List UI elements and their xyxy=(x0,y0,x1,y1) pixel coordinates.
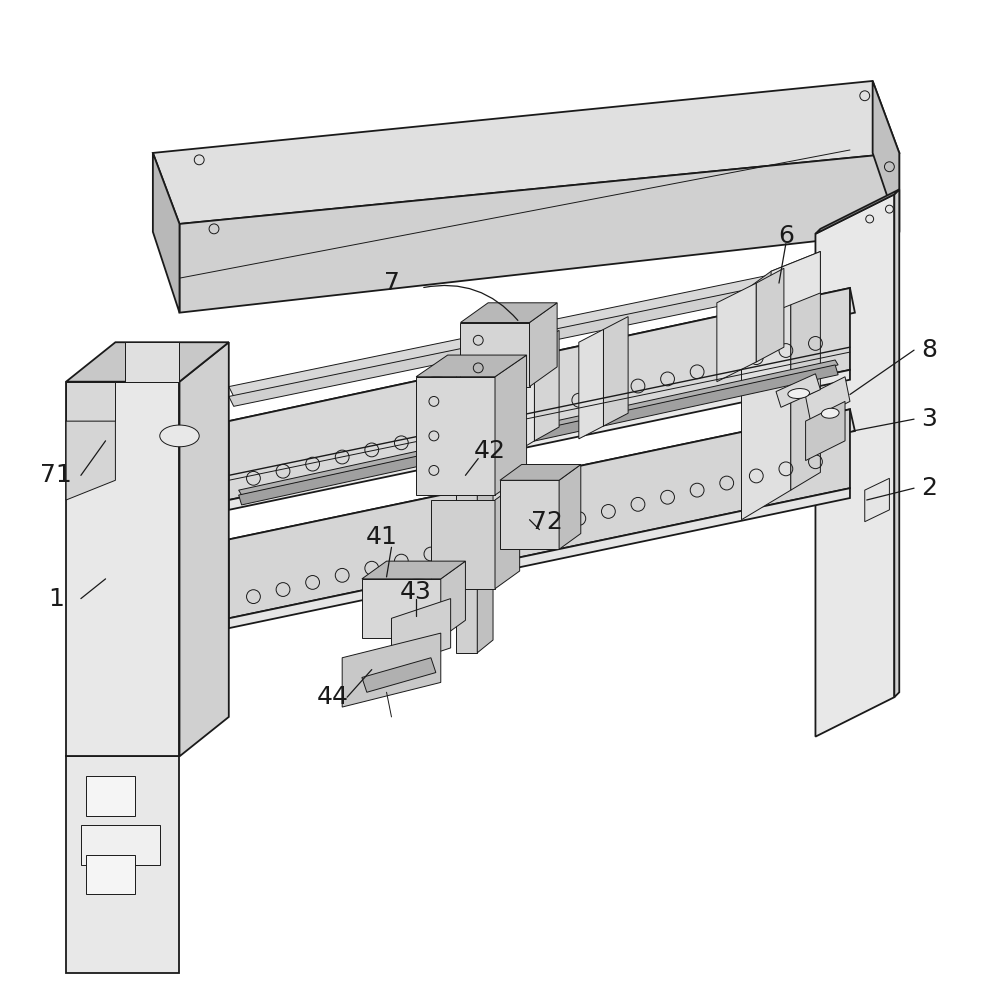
Polygon shape xyxy=(478,354,494,653)
Polygon shape xyxy=(456,367,478,653)
Polygon shape xyxy=(416,355,526,377)
Polygon shape xyxy=(239,360,838,495)
Polygon shape xyxy=(559,465,581,549)
FancyArrowPatch shape xyxy=(424,285,518,320)
Polygon shape xyxy=(342,633,441,707)
Polygon shape xyxy=(461,303,557,323)
Polygon shape xyxy=(66,382,115,421)
Polygon shape xyxy=(894,189,899,697)
Polygon shape xyxy=(229,288,855,446)
Polygon shape xyxy=(771,252,821,313)
Polygon shape xyxy=(865,478,889,522)
Polygon shape xyxy=(229,288,850,500)
Polygon shape xyxy=(604,317,628,426)
Polygon shape xyxy=(179,153,899,313)
Polygon shape xyxy=(816,194,894,737)
Polygon shape xyxy=(229,370,850,510)
Text: 1: 1 xyxy=(49,587,64,611)
Polygon shape xyxy=(716,283,756,382)
Polygon shape xyxy=(456,354,494,367)
Polygon shape xyxy=(86,776,135,816)
Ellipse shape xyxy=(822,408,839,418)
Polygon shape xyxy=(362,658,436,692)
Polygon shape xyxy=(741,252,821,293)
Polygon shape xyxy=(806,377,850,421)
Text: 71: 71 xyxy=(41,463,72,487)
Text: 72: 72 xyxy=(531,510,563,534)
Polygon shape xyxy=(873,81,899,232)
Polygon shape xyxy=(229,268,855,406)
Polygon shape xyxy=(66,342,179,382)
Polygon shape xyxy=(499,465,581,480)
Polygon shape xyxy=(66,756,179,973)
Polygon shape xyxy=(362,561,466,579)
Polygon shape xyxy=(229,258,855,396)
Text: 2: 2 xyxy=(921,476,936,500)
Polygon shape xyxy=(816,189,899,234)
Polygon shape xyxy=(66,382,179,756)
Polygon shape xyxy=(229,409,850,618)
Polygon shape xyxy=(239,365,838,505)
Text: 44: 44 xyxy=(316,685,348,709)
Polygon shape xyxy=(579,329,604,439)
Polygon shape xyxy=(509,344,534,456)
Text: 41: 41 xyxy=(366,525,397,549)
Text: 43: 43 xyxy=(400,580,432,604)
Text: 7: 7 xyxy=(384,271,399,295)
Polygon shape xyxy=(441,561,466,638)
Polygon shape xyxy=(66,342,229,382)
Ellipse shape xyxy=(160,425,199,447)
Polygon shape xyxy=(81,825,160,865)
Text: 3: 3 xyxy=(921,407,936,431)
Polygon shape xyxy=(153,153,179,313)
Polygon shape xyxy=(756,268,784,362)
Text: 42: 42 xyxy=(474,439,506,463)
Polygon shape xyxy=(153,81,899,224)
Text: 6: 6 xyxy=(778,224,794,248)
Polygon shape xyxy=(461,323,529,387)
Polygon shape xyxy=(391,599,451,668)
Polygon shape xyxy=(362,579,441,638)
Polygon shape xyxy=(416,377,496,495)
Polygon shape xyxy=(431,500,496,589)
Polygon shape xyxy=(229,409,855,561)
Polygon shape xyxy=(806,401,845,461)
Polygon shape xyxy=(776,374,821,407)
Polygon shape xyxy=(741,268,791,520)
Polygon shape xyxy=(499,480,559,549)
Polygon shape xyxy=(179,342,229,756)
Polygon shape xyxy=(496,355,526,495)
Polygon shape xyxy=(229,488,850,628)
Polygon shape xyxy=(86,855,135,894)
Ellipse shape xyxy=(788,389,810,398)
Polygon shape xyxy=(529,303,557,387)
Polygon shape xyxy=(66,421,115,500)
Text: 8: 8 xyxy=(921,338,936,362)
Polygon shape xyxy=(791,252,821,490)
Polygon shape xyxy=(496,482,519,589)
Polygon shape xyxy=(534,330,559,441)
